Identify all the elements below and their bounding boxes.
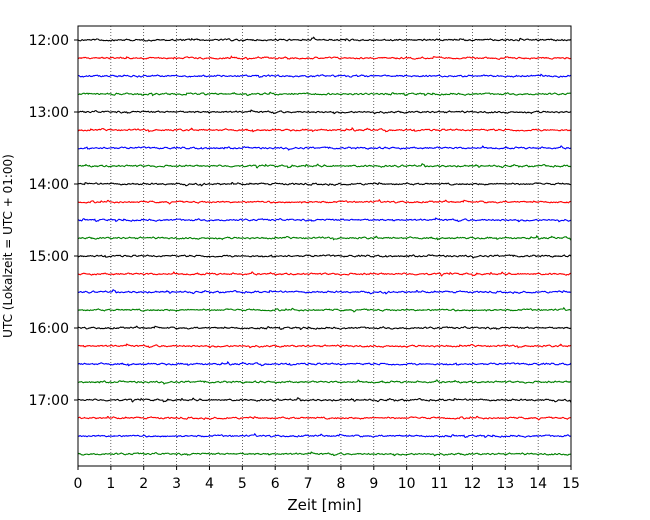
- x-tick-label: 0: [74, 476, 83, 492]
- x-axis-label: Zeit [min]: [287, 496, 361, 514]
- trace-line: [77, 181, 572, 187]
- trace-line: [77, 289, 572, 295]
- x-tick-label: 10: [398, 476, 416, 492]
- x-tick-label: 4: [205, 476, 214, 492]
- x-tick-label: 5: [238, 476, 247, 492]
- x-tick-label: 8: [336, 476, 345, 492]
- trace-line: [77, 360, 572, 367]
- y-tick-label: 14:00: [29, 177, 69, 193]
- trace-line: [77, 397, 572, 403]
- trace-line: [77, 306, 572, 313]
- y-axis-label: UTC (Lokalzeit = UTC + 01:00): [1, 154, 15, 338]
- y-tick-label: 15:00: [29, 249, 69, 265]
- trace-line: [77, 217, 572, 223]
- trace-line: [77, 91, 572, 97]
- trace-line: [77, 254, 572, 259]
- trace-line: [77, 163, 572, 169]
- y-tick-label: 12:00: [29, 33, 69, 49]
- trace-line: [77, 234, 572, 241]
- trace-line: [77, 198, 572, 205]
- y-axis: 12:00 13:00 14:00 15:00 16:00 17:00: [29, 33, 78, 409]
- x-tick-label: 6: [271, 476, 280, 492]
- trace-line: [77, 343, 571, 349]
- x-tick-label: 14: [529, 476, 547, 492]
- trace-line: [77, 145, 572, 151]
- trace-line: [77, 127, 572, 133]
- x-tick-label: 1: [106, 476, 115, 492]
- trace-line: [77, 55, 572, 61]
- trace-line: [77, 432, 572, 439]
- trace-line: [77, 271, 572, 277]
- y-tick-label: 16:00: [29, 321, 69, 337]
- x-tick-label: 7: [304, 476, 313, 492]
- x-tick-label: 15: [562, 476, 580, 492]
- trace-line: [77, 36, 572, 42]
- plot-frame: [77, 25, 572, 467]
- trace-line: [77, 415, 572, 421]
- x-axis: 0 1 2 3 4 5 6 7 8 9 10 11 12 13 14 15: [74, 466, 580, 492]
- x-tick-label: 11: [431, 476, 449, 492]
- x-tick-label: 13: [496, 476, 514, 492]
- x-tick-label: 12: [463, 476, 481, 492]
- trace-line: [77, 109, 572, 115]
- y-tick-label: 13:00: [29, 105, 69, 121]
- trace-line: [77, 73, 572, 79]
- plot-background: [78, 26, 571, 466]
- x-tick-label: 3: [172, 476, 181, 492]
- y-tick-label: 17:00: [29, 393, 69, 409]
- x-tick-label: 2: [139, 476, 148, 492]
- x-tick-label: 9: [369, 476, 378, 492]
- traces: [77, 36, 572, 457]
- trace-line: [77, 379, 572, 385]
- x-grid: [110, 26, 539, 466]
- trace-line: [77, 451, 572, 457]
- trace-line: [77, 325, 572, 331]
